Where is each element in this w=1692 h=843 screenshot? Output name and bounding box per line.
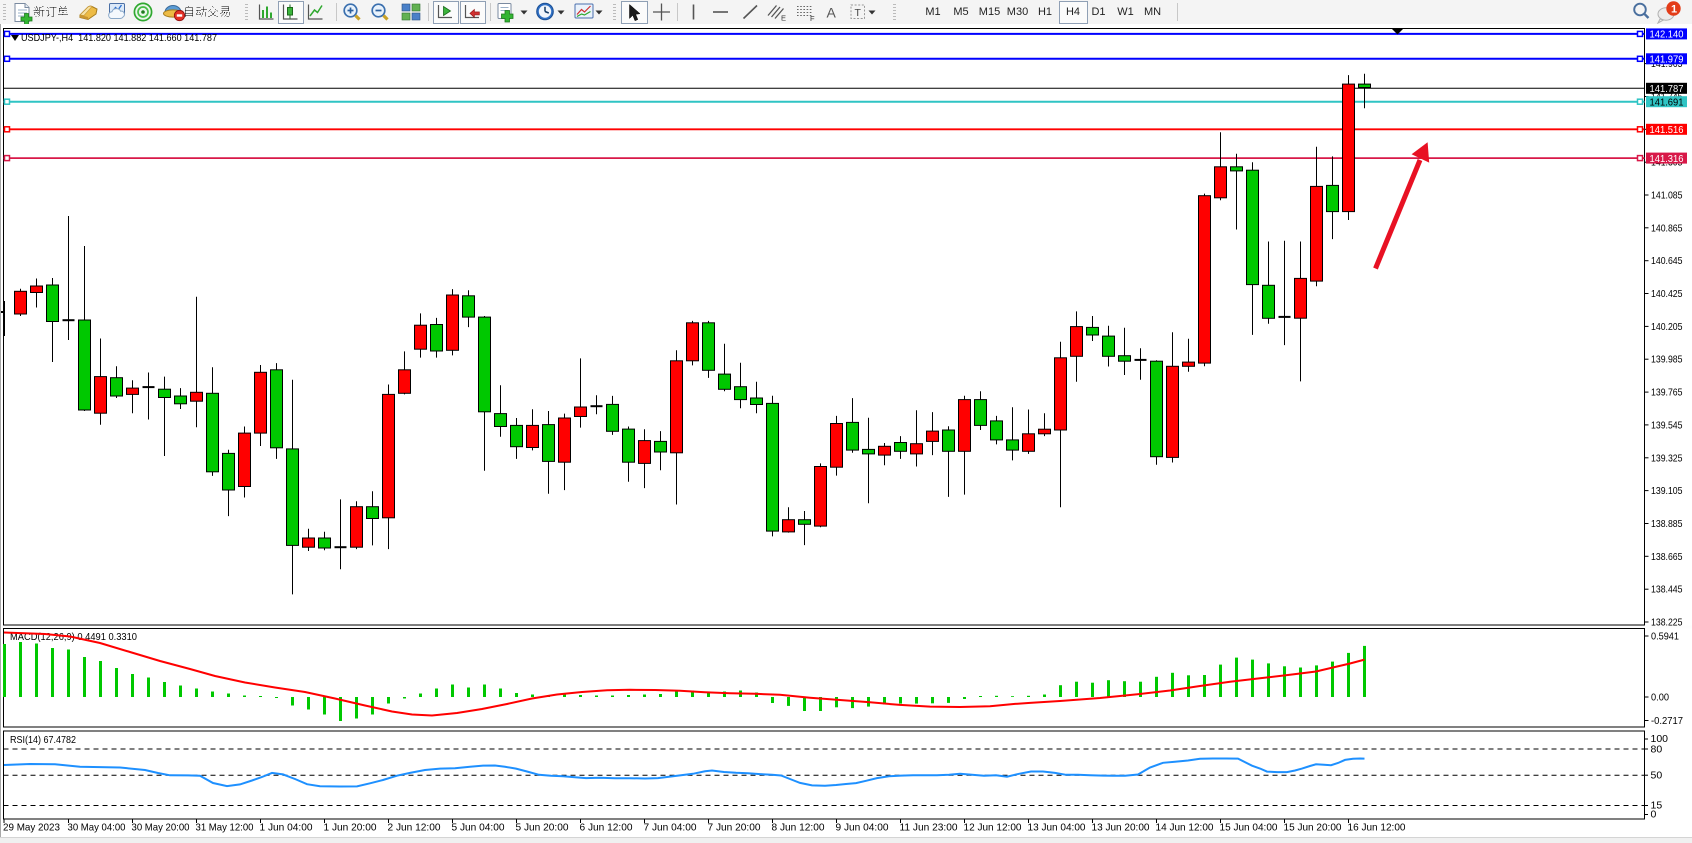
svg-text:139.765: 139.765 bbox=[1651, 387, 1683, 399]
svg-text:141.316: 141.316 bbox=[1650, 153, 1684, 165]
svg-text:7 Jun 04:00: 7 Jun 04:00 bbox=[644, 822, 697, 834]
svg-text:2 Jun 12:00: 2 Jun 12:00 bbox=[388, 822, 441, 834]
svg-text:15 Jun 04:00: 15 Jun 04:00 bbox=[1220, 822, 1278, 834]
svg-text:30 May 04:00: 30 May 04:00 bbox=[68, 822, 126, 834]
svg-text:139.985: 139.985 bbox=[1651, 354, 1683, 366]
svg-text:80: 80 bbox=[1651, 744, 1663, 756]
svg-text:138.665: 138.665 bbox=[1651, 551, 1683, 563]
svg-text:140.205: 140.205 bbox=[1651, 321, 1683, 333]
svg-text:29 May 2023: 29 May 2023 bbox=[3, 822, 60, 834]
svg-text:T: T bbox=[855, 7, 862, 19]
svg-text:139.545: 139.545 bbox=[1651, 419, 1683, 431]
svg-text:13 Jun 04:00: 13 Jun 04:00 bbox=[1028, 822, 1086, 834]
svg-text:15 Jun 20:00: 15 Jun 20:00 bbox=[1284, 822, 1342, 834]
svg-text:138.445: 138.445 bbox=[1651, 584, 1683, 596]
svg-text:140.645: 140.645 bbox=[1651, 255, 1683, 267]
svg-text:1: 1 bbox=[1671, 4, 1677, 16]
svg-text:1 Jun 20:00: 1 Jun 20:00 bbox=[324, 822, 377, 834]
svg-text:13 Jun 20:00: 13 Jun 20:00 bbox=[1092, 822, 1150, 834]
svg-text:A: A bbox=[827, 5, 837, 21]
svg-text:RSI(14) 67.4782: RSI(14) 67.4782 bbox=[10, 734, 76, 746]
svg-text:139.325: 139.325 bbox=[1651, 452, 1683, 464]
svg-text:31 May 12:00: 31 May 12:00 bbox=[196, 822, 254, 834]
svg-text:11 Jun 23:00: 11 Jun 23:00 bbox=[900, 822, 958, 834]
svg-text:140.425: 140.425 bbox=[1651, 288, 1683, 300]
svg-text:7 Jun 20:00: 7 Jun 20:00 bbox=[708, 822, 761, 834]
svg-text:140.865: 140.865 bbox=[1651, 222, 1683, 234]
svg-text:5 Jun 20:00: 5 Jun 20:00 bbox=[516, 822, 569, 834]
svg-text:138.885: 138.885 bbox=[1651, 518, 1683, 530]
svg-text:141.979: 141.979 bbox=[1650, 54, 1684, 66]
svg-text:16 Jun 12:00: 16 Jun 12:00 bbox=[1348, 822, 1406, 834]
svg-text:1 Jun 04:00: 1 Jun 04:00 bbox=[260, 822, 313, 834]
svg-text:0: 0 bbox=[1651, 809, 1657, 821]
svg-text:0.5941: 0.5941 bbox=[1651, 631, 1679, 643]
svg-text:141.787: 141.787 bbox=[1650, 83, 1684, 95]
svg-text:141.085: 141.085 bbox=[1651, 190, 1683, 202]
svg-text:8 Jun 12:00: 8 Jun 12:00 bbox=[772, 822, 825, 834]
svg-text:12 Jun 12:00: 12 Jun 12:00 bbox=[964, 822, 1022, 834]
svg-text:E: E bbox=[781, 14, 786, 23]
svg-text:50: 50 bbox=[1651, 770, 1663, 782]
svg-text:-0.2717: -0.2717 bbox=[1651, 715, 1683, 727]
svg-text:30 May 20:00: 30 May 20:00 bbox=[132, 822, 190, 834]
svg-text:F: F bbox=[810, 14, 815, 23]
svg-text:100: 100 bbox=[1651, 733, 1669, 745]
svg-text:9 Jun 04:00: 9 Jun 04:00 bbox=[836, 822, 889, 834]
svg-text:USDJPY-,H4 141.820 141.882 14: USDJPY-,H4 141.820 141.882 141.660 141.7… bbox=[21, 32, 217, 44]
svg-text:14 Jun 12:00: 14 Jun 12:00 bbox=[1156, 822, 1214, 834]
svg-text:138.225: 138.225 bbox=[1651, 617, 1683, 629]
svg-text:5 Jun 04:00: 5 Jun 04:00 bbox=[452, 822, 505, 834]
svg-text:15: 15 bbox=[1651, 800, 1663, 812]
svg-text:6 Jun 12:00: 6 Jun 12:00 bbox=[580, 822, 633, 834]
svg-text:141.516: 141.516 bbox=[1650, 124, 1684, 136]
svg-text:142.140: 142.140 bbox=[1650, 29, 1684, 41]
svg-text:141.691: 141.691 bbox=[1650, 97, 1684, 109]
svg-text:139.105: 139.105 bbox=[1651, 485, 1683, 497]
svg-text:0.00: 0.00 bbox=[1651, 692, 1669, 704]
